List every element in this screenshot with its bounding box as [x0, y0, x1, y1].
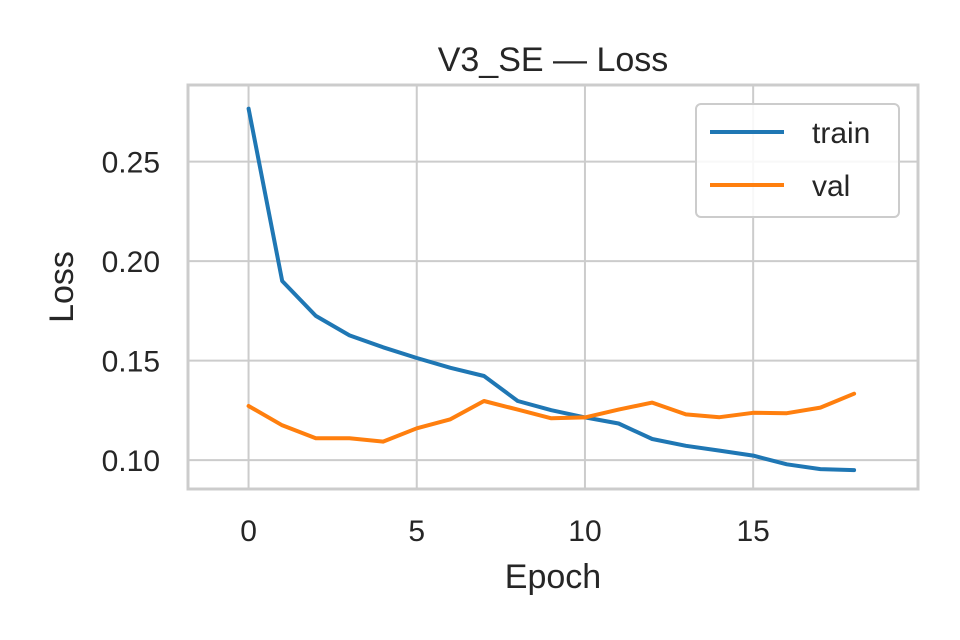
series-lines	[246, 106, 857, 473]
chart-title: V3_SE — Loss	[438, 41, 669, 79]
x-tick-label: 5	[408, 515, 425, 548]
plot-frame	[186, 83, 920, 491]
tick-labels: 0 5 10 15 0.10 0.15 0.20 0.25	[102, 147, 770, 548]
y-tick-label: 0.25	[102, 147, 160, 180]
x-tick-label: 0	[240, 515, 257, 548]
y-tick-label: 0.15	[102, 346, 160, 379]
legend-label-train: train	[812, 117, 870, 150]
y-axis-label: Loss	[43, 251, 81, 323]
x-tick-label: 10	[568, 515, 601, 548]
x-tick-label: 15	[736, 515, 769, 548]
x-axis-label: Epoch	[505, 558, 601, 596]
legend-label-val: val	[812, 170, 850, 203]
y-tick-label: 0.20	[102, 246, 160, 279]
y-tick-label: 0.10	[102, 445, 160, 478]
series-line-train	[246, 106, 857, 473]
legend: train val	[695, 103, 900, 218]
series-line-val	[246, 391, 857, 444]
